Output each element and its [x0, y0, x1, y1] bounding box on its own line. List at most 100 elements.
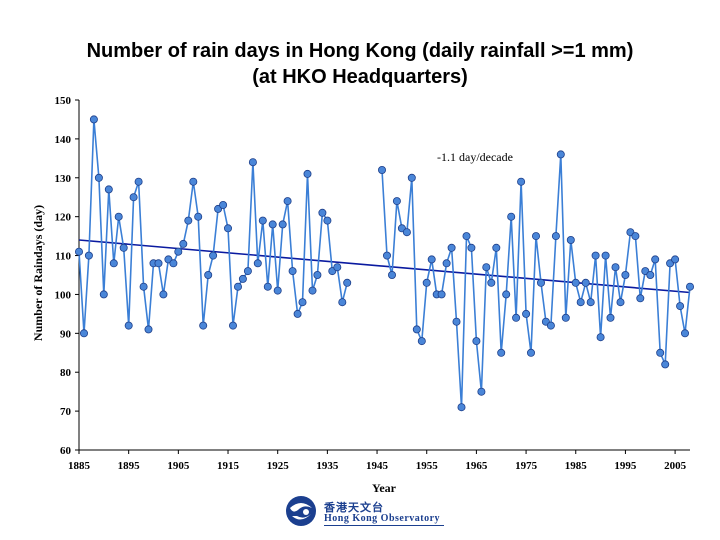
data-point [134, 177, 143, 186]
x-tick-label: 2005 [664, 460, 687, 472]
data-point [656, 348, 665, 357]
hko-logo: 香港天文台 Hong Kong Observatory [284, 494, 454, 530]
data-point [323, 216, 332, 225]
data-point [601, 251, 610, 260]
data-point [546, 321, 555, 330]
data-point [194, 212, 203, 221]
data-point [611, 263, 620, 272]
data-point [561, 313, 570, 322]
data-point [288, 267, 297, 276]
data-point [273, 286, 282, 295]
y-tick-label: 80 [60, 367, 72, 379]
data-point [129, 193, 138, 202]
series-line [78, 119, 348, 334]
y-axis-label: Number of Raindays (day) [31, 205, 45, 341]
hko-logo-chinese: 香港天文台 [324, 501, 384, 514]
data-point [457, 403, 466, 412]
data-point [75, 247, 84, 256]
hko-emblem-icon [286, 496, 316, 526]
data-point [517, 177, 526, 186]
x-tick-label: 1975 [515, 460, 538, 472]
x-tick-label: 1915 [217, 460, 240, 472]
y-tick-label: 120 [55, 212, 72, 224]
data-point [442, 259, 451, 268]
data-point [80, 329, 89, 338]
data-point [452, 317, 461, 326]
data-point [551, 232, 560, 241]
data-point [681, 329, 690, 338]
slide-title-line-2: (at HKO Headquarters) [252, 66, 468, 88]
data-point [223, 224, 232, 233]
data-point [278, 220, 287, 229]
data-point [313, 270, 322, 279]
data-point [497, 348, 506, 357]
data-point [298, 298, 307, 307]
data-point [387, 270, 396, 279]
data-point [447, 243, 456, 252]
data-point [631, 232, 640, 241]
data-point [199, 321, 208, 330]
y-tick-label: 70 [60, 406, 72, 418]
data-point [417, 337, 426, 346]
data-point [114, 212, 123, 221]
data-point [566, 235, 575, 244]
data-point [283, 197, 292, 206]
data-point [522, 309, 531, 318]
data-point [268, 220, 277, 229]
data-point [651, 255, 660, 264]
data-point [537, 278, 546, 287]
trend-annotation: -1.1 day/decade [437, 150, 513, 164]
data-point [407, 173, 416, 182]
hko-logo-rule [324, 525, 444, 526]
data-point [596, 333, 605, 342]
x-tick-label: 1935 [316, 460, 339, 472]
y-tick-label: 110 [55, 251, 71, 263]
data-point [228, 321, 237, 330]
data-point [159, 290, 168, 299]
data-point [293, 309, 302, 318]
slide-title: Number of rain days in Hong Kong (daily … [0, 38, 720, 90]
hko-logo-english: Hong Kong Observatory [324, 513, 441, 524]
data-point [104, 185, 113, 194]
data-point [109, 259, 118, 268]
data-point [333, 263, 342, 272]
data-point [84, 251, 93, 260]
data-point [556, 150, 565, 159]
x-tick-label: 1965 [465, 460, 488, 472]
data-point [532, 232, 541, 241]
data-point [219, 200, 228, 209]
data-point [427, 255, 436, 264]
data-point [119, 243, 128, 252]
data-point [338, 298, 347, 307]
data-point [586, 298, 595, 307]
data-point [507, 212, 516, 221]
data-point [646, 270, 655, 279]
x-tick-label: 1955 [416, 460, 439, 472]
data-point [606, 313, 615, 322]
data-point [616, 298, 625, 307]
data-point [671, 255, 680, 264]
data-point [382, 251, 391, 260]
data-point [248, 158, 257, 167]
data-point [437, 290, 446, 299]
y-tick-label: 140 [55, 134, 72, 146]
data-point [422, 278, 431, 287]
data-point [402, 228, 411, 237]
data-point [576, 298, 585, 307]
trend-line [78, 239, 691, 294]
data-point [184, 216, 193, 225]
data-point [154, 259, 163, 268]
data-point [144, 325, 153, 334]
data-point [318, 208, 327, 217]
x-tick-label: 1895 [118, 460, 141, 472]
slide-title-line-1: Number of rain days in Hong Kong (daily … [86, 40, 634, 62]
data-point [179, 239, 188, 248]
data-point [412, 325, 421, 334]
y-tick-label: 60 [60, 445, 72, 457]
data-point [174, 247, 183, 256]
data-point [621, 270, 630, 279]
data-point [467, 243, 476, 252]
data-point [636, 294, 645, 303]
data-point [527, 348, 536, 357]
